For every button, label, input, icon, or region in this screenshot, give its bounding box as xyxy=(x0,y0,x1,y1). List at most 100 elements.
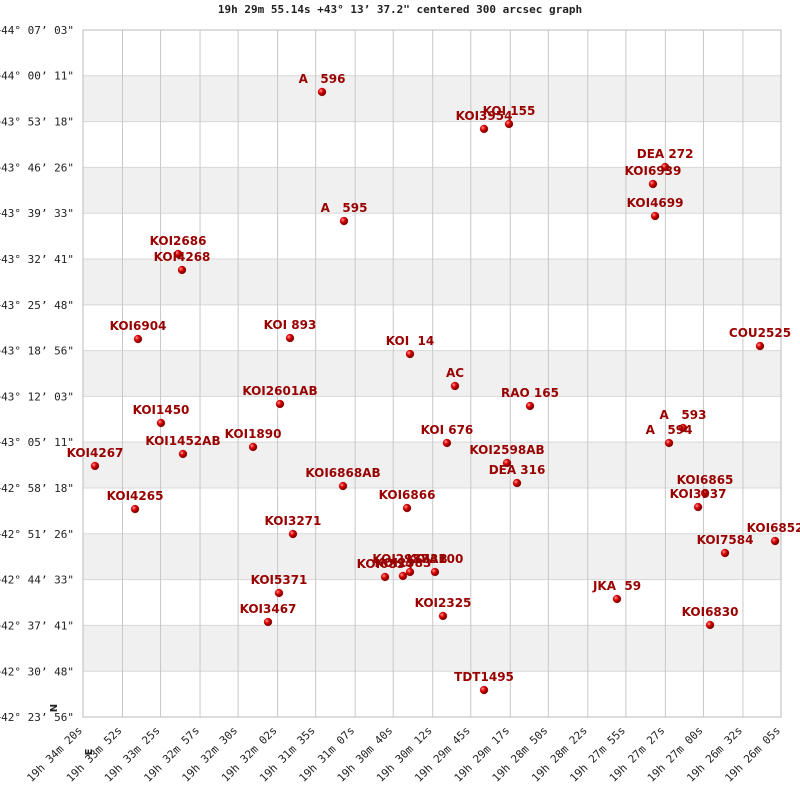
star-point xyxy=(285,333,295,343)
grid-band xyxy=(83,258,781,305)
star-label: KOI2983 xyxy=(375,556,432,570)
star-point xyxy=(660,162,670,172)
grid xyxy=(82,29,782,718)
y-tick-label: +44° 07’ 03" xyxy=(0,24,74,37)
star-label: KOI4267 xyxy=(67,446,124,460)
y-tick-label: +43° 39’ 33" xyxy=(0,207,74,220)
star-point xyxy=(263,617,273,627)
star-point xyxy=(430,567,440,577)
star-point xyxy=(90,461,100,471)
star-label: KOI6852 xyxy=(747,521,800,535)
star-point xyxy=(173,249,183,259)
star-label: KOI7584 xyxy=(697,533,754,547)
star-point xyxy=(502,458,512,468)
star-point xyxy=(275,399,285,409)
star-label: KOI6830 xyxy=(682,605,739,619)
star-point xyxy=(693,502,703,512)
star-label: KOI3937 xyxy=(670,487,727,501)
plot-border xyxy=(82,29,782,718)
star-label: KOI4699 xyxy=(627,196,684,210)
y-tick-label: +43° 12’ 03" xyxy=(0,390,74,403)
star-point xyxy=(380,572,390,582)
star-label: KOI6868AB xyxy=(305,466,380,480)
y-tick-label: +43° 46’ 26" xyxy=(0,161,74,174)
y-tick-label: +43° 32’ 41" xyxy=(0,253,74,266)
y-tick-label: +42° 58’ 18" xyxy=(0,482,74,495)
star-point xyxy=(438,611,448,621)
grid-band xyxy=(83,167,781,214)
star-label: TDT1495 xyxy=(454,670,514,684)
star-label: A 593 xyxy=(660,408,707,422)
star-point xyxy=(664,438,674,448)
star-point xyxy=(612,594,622,604)
star-point xyxy=(504,119,514,129)
star-point xyxy=(442,438,452,448)
star-label: A 594 xyxy=(646,423,693,437)
star-point xyxy=(339,216,349,226)
grid-band xyxy=(83,75,781,122)
star-label: KOI6939 xyxy=(625,164,682,178)
star-label: JKA 59 xyxy=(592,579,641,593)
compass-label: N xyxy=(49,704,60,712)
star-label: KOI3100 xyxy=(407,552,464,566)
y-tick-label: +43° 25’ 48" xyxy=(0,299,74,312)
star-label: KOI2987AB xyxy=(372,552,447,566)
star-point xyxy=(248,442,258,452)
star-label: KOI2598AB xyxy=(469,443,544,457)
star-label: KOI2686 xyxy=(150,234,207,248)
star-label: KOI 676 xyxy=(421,423,474,437)
y-tick-label: +42° 23’ 56" xyxy=(0,711,74,724)
star-point xyxy=(317,87,327,97)
compass-label: E xyxy=(84,748,95,755)
star-point xyxy=(648,179,658,189)
star-point xyxy=(288,529,298,539)
star-label: COU2525 xyxy=(729,326,791,340)
star-point xyxy=(177,265,187,275)
y-tick-label: +42° 44’ 33" xyxy=(0,574,74,587)
star-label: KOI3467 xyxy=(240,602,297,616)
star-label: AC xyxy=(446,366,464,380)
star-label: KOI6866 xyxy=(379,488,436,502)
star-point xyxy=(479,124,489,134)
star-point xyxy=(650,211,660,221)
star-label: KOI1452AB xyxy=(145,434,220,448)
y-tick-label: +42° 30’ 48" xyxy=(0,665,74,678)
star-point xyxy=(512,478,522,488)
chart-title: 19h 29m 55.14s +43° 13’ 37.2" centered 3… xyxy=(218,3,582,16)
star-label: KOI4265 xyxy=(107,489,164,503)
y-tick-label: +42° 51’ 26" xyxy=(0,528,74,541)
star-point xyxy=(405,349,415,359)
y-tick-label: +43° 18’ 56" xyxy=(0,345,74,358)
star-point xyxy=(525,401,535,411)
star-point xyxy=(700,488,710,498)
grid-band xyxy=(83,442,781,489)
star-point xyxy=(755,341,765,351)
y-tick-label: +44° 00’ 11" xyxy=(0,70,74,83)
star-label: KOI3954 xyxy=(456,109,513,123)
star-point xyxy=(338,481,348,491)
star-label: DEA 316 xyxy=(489,463,546,477)
star-label: KOI1890 xyxy=(225,427,282,441)
star-point xyxy=(720,548,730,558)
star-label: KOI1450 xyxy=(133,403,190,417)
star-point xyxy=(770,536,780,546)
star-label: A 596 xyxy=(299,72,346,86)
star-point xyxy=(133,334,143,344)
star-label: KOI3271 xyxy=(265,514,322,528)
star-label: KOI6865 xyxy=(677,473,734,487)
star-label: A 595 xyxy=(321,201,368,215)
star-point xyxy=(450,381,460,391)
grid-band xyxy=(83,350,781,397)
star-label: KOI 893 xyxy=(264,318,317,332)
star-label: KOI2601AB xyxy=(242,384,317,398)
star-point xyxy=(130,504,140,514)
star-label: RAO 165 xyxy=(501,386,559,400)
star-label: KOI6904 xyxy=(110,319,167,333)
star-label: KOI6834 xyxy=(357,557,414,571)
star-label: DEA 272 xyxy=(637,147,694,161)
star-label: KOI 155 xyxy=(483,104,536,118)
star-point xyxy=(156,418,166,428)
star-point xyxy=(405,567,415,577)
star-point xyxy=(678,423,688,433)
